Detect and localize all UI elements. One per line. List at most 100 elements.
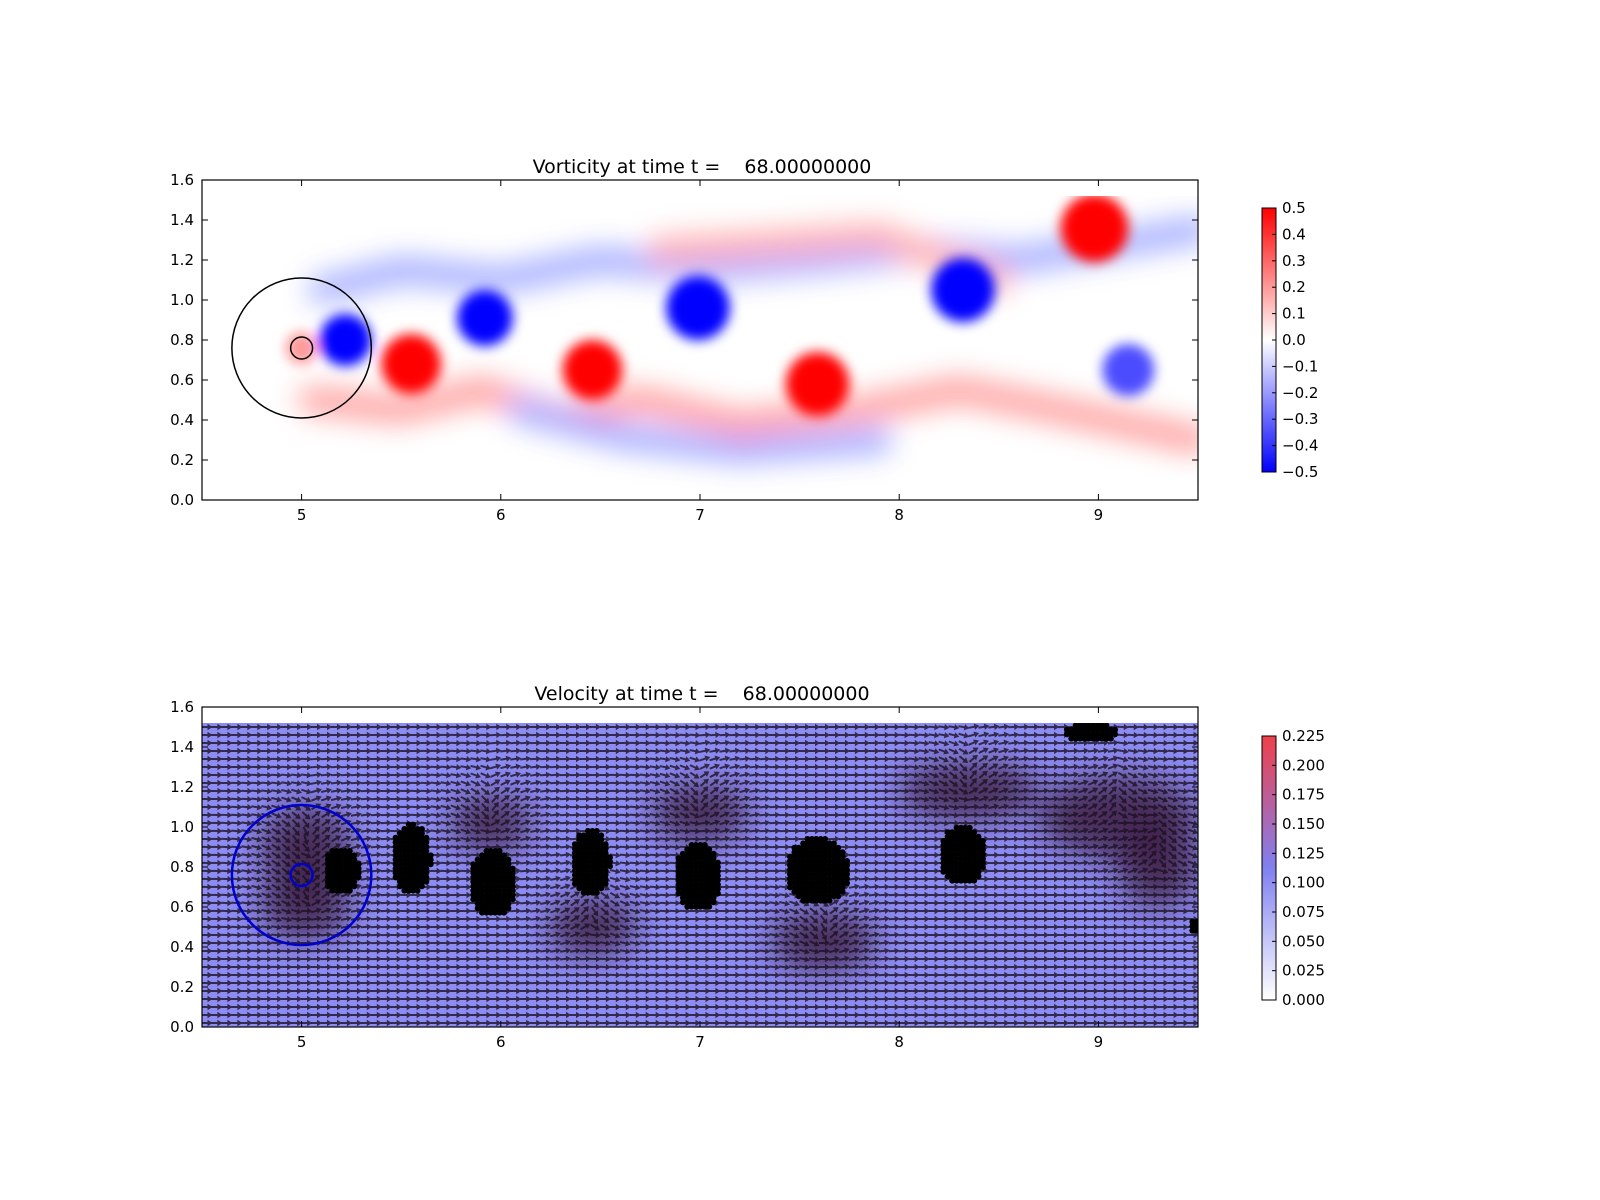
quiver-arrow <box>669 796 680 803</box>
particle <box>324 883 331 890</box>
quiver-arrow <box>998 883 1010 891</box>
quiver-arrow <box>1187 812 1198 819</box>
quiver-arrow <box>570 819 581 827</box>
quiver-arrow <box>719 995 731 1003</box>
quiver-arrow <box>799 995 811 1003</box>
quiver-arrow <box>709 771 720 778</box>
particle <box>405 834 412 841</box>
quiver-arrow <box>908 867 920 875</box>
quiver-arrow <box>649 955 661 963</box>
quiver-arrow <box>878 899 890 906</box>
quiver-arrow <box>520 755 532 762</box>
particle <box>418 861 425 868</box>
particle <box>710 864 717 870</box>
particle <box>602 863 609 870</box>
quiver-arrow <box>599 940 611 947</box>
quiver-arrow <box>460 899 472 907</box>
particle <box>410 874 417 881</box>
quiver-arrow <box>251 979 263 987</box>
particle <box>949 851 956 858</box>
particle <box>697 872 704 879</box>
quiver-arrow <box>619 803 631 811</box>
quiver-arrow <box>221 723 233 731</box>
particle <box>585 876 591 883</box>
quiver-arrow <box>819 803 830 811</box>
quiver-arrow <box>1018 859 1030 867</box>
particle <box>501 874 507 881</box>
quiver-arrow <box>669 939 681 947</box>
quiver-arrow <box>202 995 213 1003</box>
quiver-arrow <box>1058 883 1069 891</box>
particle <box>392 852 399 859</box>
quiver-arrow <box>311 763 322 771</box>
quiver-arrow <box>739 843 751 851</box>
quiver-arrow <box>609 763 621 771</box>
quiver-arrow <box>938 915 950 923</box>
quiver-arrow <box>888 803 900 811</box>
particle <box>693 890 699 897</box>
quiver-arrow <box>639 755 651 763</box>
quiver-arrow <box>370 731 382 739</box>
particle <box>813 844 820 851</box>
quiver-arrow <box>928 804 940 811</box>
quiver-arrow <box>490 995 502 1003</box>
quiver-arrow <box>679 923 691 931</box>
quiver-arrow <box>251 828 263 835</box>
particle <box>958 842 964 849</box>
quiver-arrow <box>689 756 701 763</box>
quiver-arrow <box>1177 987 1189 995</box>
particle <box>483 892 490 898</box>
quiver-arrow <box>221 827 233 835</box>
quiver-arrow <box>410 891 422 899</box>
quiver-arrow <box>1097 755 1109 762</box>
particle <box>501 870 507 876</box>
quiver-arrow <box>1127 979 1139 987</box>
quiver-arrow <box>1097 819 1109 826</box>
quiver-arrow <box>1187 947 1198 955</box>
quiver-arrow <box>1127 923 1139 931</box>
particle <box>684 881 691 888</box>
quiver-arrow <box>450 812 462 819</box>
quiver-arrow <box>928 772 940 779</box>
quiver-arrow <box>440 899 452 907</box>
particle <box>423 865 430 872</box>
particle <box>342 870 349 876</box>
quiver-arrow <box>629 731 641 739</box>
quiver-arrow <box>938 788 949 795</box>
quiver-arrow <box>570 995 581 1003</box>
quiver-arrow <box>1087 851 1099 858</box>
quiver-arrow <box>1068 1019 1079 1027</box>
quiver-arrow <box>1067 851 1079 858</box>
particle <box>598 841 605 848</box>
quiver-arrow <box>1097 915 1109 923</box>
quiver-arrow <box>510 875 522 883</box>
quiver-arrow <box>629 948 641 955</box>
quiver-arrow <box>978 739 989 746</box>
particle <box>479 870 486 876</box>
quiver-arrow <box>400 787 412 795</box>
quiver-arrow <box>689 995 701 1003</box>
particle <box>710 868 717 875</box>
quiver-arrow <box>838 779 850 787</box>
quiver-arrow <box>1158 850 1166 861</box>
particle <box>813 897 820 904</box>
quiver-arrow <box>560 731 571 739</box>
quiver-arrow <box>649 731 661 739</box>
quiver-arrow <box>868 907 880 914</box>
quiver-arrow <box>888 891 900 899</box>
quiver-arrow <box>1048 875 1060 883</box>
quiver-arrow <box>978 723 990 730</box>
quiver-arrow <box>291 755 303 763</box>
quiver-arrow <box>311 747 322 755</box>
quiver-arrow <box>988 907 1000 915</box>
quiver-arrow <box>490 915 502 923</box>
x-tick-label: 7 <box>695 506 705 524</box>
quiver-arrow <box>520 747 532 755</box>
particle <box>679 850 686 857</box>
particle <box>324 861 331 868</box>
quiver-arrow <box>1177 892 1189 899</box>
quiver-arrow <box>400 939 412 947</box>
quiver-arrow <box>789 900 800 907</box>
quiver-arrow <box>221 947 233 955</box>
quiver-arrow <box>1147 971 1159 979</box>
